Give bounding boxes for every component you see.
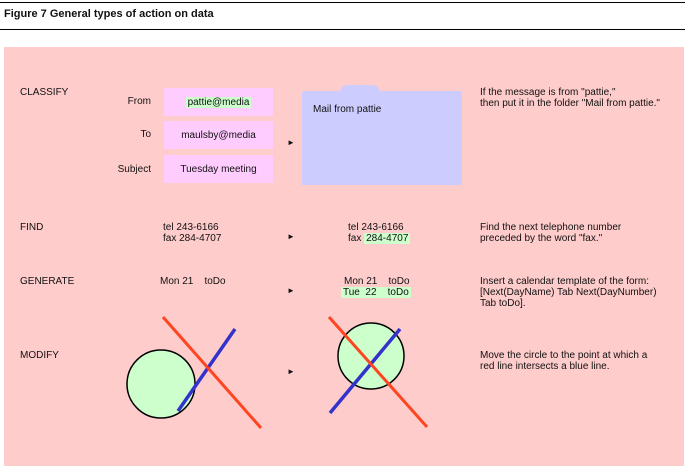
find-before-line1: tel 243-6166 <box>163 222 219 233</box>
from-label: From <box>127 96 151 107</box>
find-before-line2: fax 284-4707 <box>163 233 222 244</box>
classify-heading: CLASSIFY <box>20 87 69 98</box>
red-line-before <box>161 316 263 429</box>
title-underline <box>0 29 685 30</box>
generate-description: Insert a calendar template of the form: … <box>480 276 657 309</box>
find-after-highlight: 284-4707 <box>364 233 411 244</box>
modify-arrow: ► <box>287 367 295 376</box>
find-after-prefix: fax <box>348 233 362 244</box>
circle-before <box>126 349 196 419</box>
modify-desc-line1: Move the circle to the point at which a <box>480 350 648 361</box>
subject-value: Tuesday meeting <box>180 163 257 175</box>
find-before: tel 243-6166 fax 284-4707 <box>163 222 221 244</box>
modify-before-figure <box>126 316 263 429</box>
subject-field: Tuesday meeting <box>164 155 273 183</box>
find-arrow: ► <box>287 232 295 241</box>
modify-desc-line2: red line intersects a blue line. <box>480 361 610 372</box>
classify-arrow: ► <box>287 138 295 147</box>
from-field: pattie@media <box>164 88 273 116</box>
blue-line-before <box>176 328 237 412</box>
subject-label: Subject <box>117 164 151 175</box>
find-desc-line2: preceded by the word "fax." <box>480 233 603 244</box>
generate-arrow: ► <box>287 286 295 295</box>
circle-after <box>337 322 405 390</box>
classify-description: If the message is from "pattie," then pu… <box>480 87 660 109</box>
modify-heading: MODIFY <box>20 350 59 361</box>
generate-after-line2: Tue 22 toDo <box>341 287 411 298</box>
generate-desc-line1: Insert a calendar template of the form: <box>480 276 649 287</box>
classify-desc-line2: then put it in the folder "Mail from pat… <box>480 98 660 109</box>
generate-desc-line2: [Next(DayName) Tab Next(DayNumber) <box>480 287 657 298</box>
folder-name: Mail from pattie <box>313 104 382 115</box>
generate-desc-line3: Tab toDo]. <box>480 298 526 309</box>
red-line-after <box>327 316 429 428</box>
folder-icon <box>302 85 462 185</box>
classify-desc-line1: If the message is from "pattie," <box>480 87 616 98</box>
folder-shape <box>302 85 462 185</box>
modify-description: Move the circle to the point at which a … <box>480 350 647 372</box>
find-after: tel 243-6166 fax 284-4707 <box>348 222 411 244</box>
generate-after-line1: Mon 21 toDo <box>344 276 410 287</box>
from-value-highlight: pattie@media <box>185 96 252 108</box>
to-value: maulsby@media <box>181 129 256 141</box>
find-after-line2: fax 284-4707 <box>348 233 411 244</box>
find-heading: FIND <box>20 222 44 233</box>
modify-after-figure <box>327 316 429 428</box>
blue-line-after <box>328 327 402 415</box>
top-rule <box>0 2 685 3</box>
generate-after: Mon 21 toDo Tue 22 toDo <box>341 276 411 298</box>
find-description: Find the next telephone number preceded … <box>480 222 621 244</box>
to-label: To <box>140 129 151 140</box>
generate-heading: GENERATE <box>20 276 75 287</box>
find-desc-line1: Find the next telephone number <box>480 222 622 233</box>
to-field: maulsby@media <box>164 121 273 149</box>
find-after-line1: tel 243-6166 <box>348 222 404 233</box>
figure-title: Figure 7 General types of action on data <box>4 8 214 20</box>
generate-before: Mon 21 toDo <box>160 276 226 287</box>
